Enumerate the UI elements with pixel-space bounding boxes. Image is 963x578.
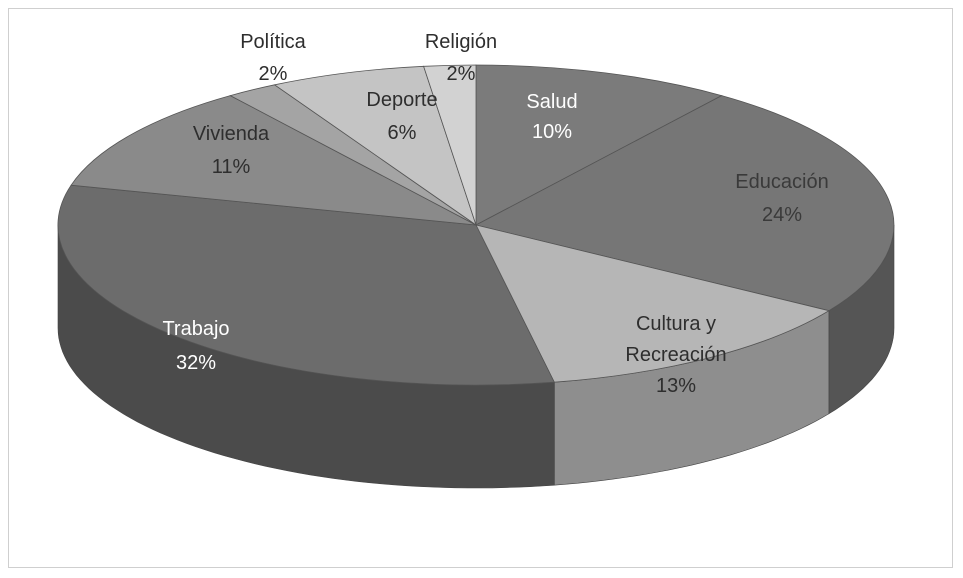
- data-label-salud: Salud 10%: [526, 91, 577, 143]
- slice-category-label: Política: [240, 31, 306, 53]
- data-label-política: Política 2%: [240, 31, 306, 85]
- pie-slice-deporte: [273, 65, 477, 227]
- pie-slice-trabajo: [57, 184, 555, 386]
- pie-slices: [57, 64, 895, 386]
- data-label-trabajo: Trabajo 32%: [162, 318, 229, 374]
- pie-sides: [57, 224, 895, 489]
- data-label-cultura-y-recreación: Cultura y Recreación 13%: [625, 313, 726, 397]
- slice-percent-label: 10%: [532, 121, 572, 143]
- pie-labels: Salud 10% Educación 24% Cultura y Recreación 1…: [162, 31, 828, 397]
- pie-slice-salud: [475, 64, 723, 226]
- pie-slice-cultura-y-recreación: [475, 224, 830, 383]
- data-label-educación: Educación 24%: [735, 171, 828, 226]
- slice-percent-label: 13%: [656, 375, 696, 397]
- slice-category-label: Salud: [526, 91, 577, 113]
- pie-slice-religión: [423, 64, 477, 226]
- data-label-religión: Religión 2%: [425, 31, 497, 85]
- slice-category-label: Recreación: [625, 344, 726, 366]
- data-label-deporte: Deporte 6%: [366, 89, 437, 144]
- slice-percent-label: 6%: [388, 122, 417, 144]
- slice-percent-label: 2%: [447, 63, 476, 85]
- pie-slice-educación: [474, 95, 895, 312]
- pie-slice-vivienda: [70, 95, 477, 226]
- slice-category-label: Vivienda: [193, 123, 270, 145]
- slice-percent-label: 32%: [176, 352, 216, 374]
- slice-percent-label: 24%: [762, 204, 802, 226]
- data-label-vivienda: Vivienda 11%: [193, 123, 270, 178]
- slice-category-label: Trabajo: [162, 318, 229, 340]
- slice-percent-label: 11%: [212, 156, 251, 178]
- slice-category-label: Religión: [425, 31, 497, 53]
- slice-category-label: Deporte: [366, 89, 437, 111]
- slice-category-label: Cultura y: [636, 313, 716, 335]
- slice-percent-label: 2%: [259, 63, 288, 85]
- slice-category-label: Educación: [735, 171, 828, 193]
